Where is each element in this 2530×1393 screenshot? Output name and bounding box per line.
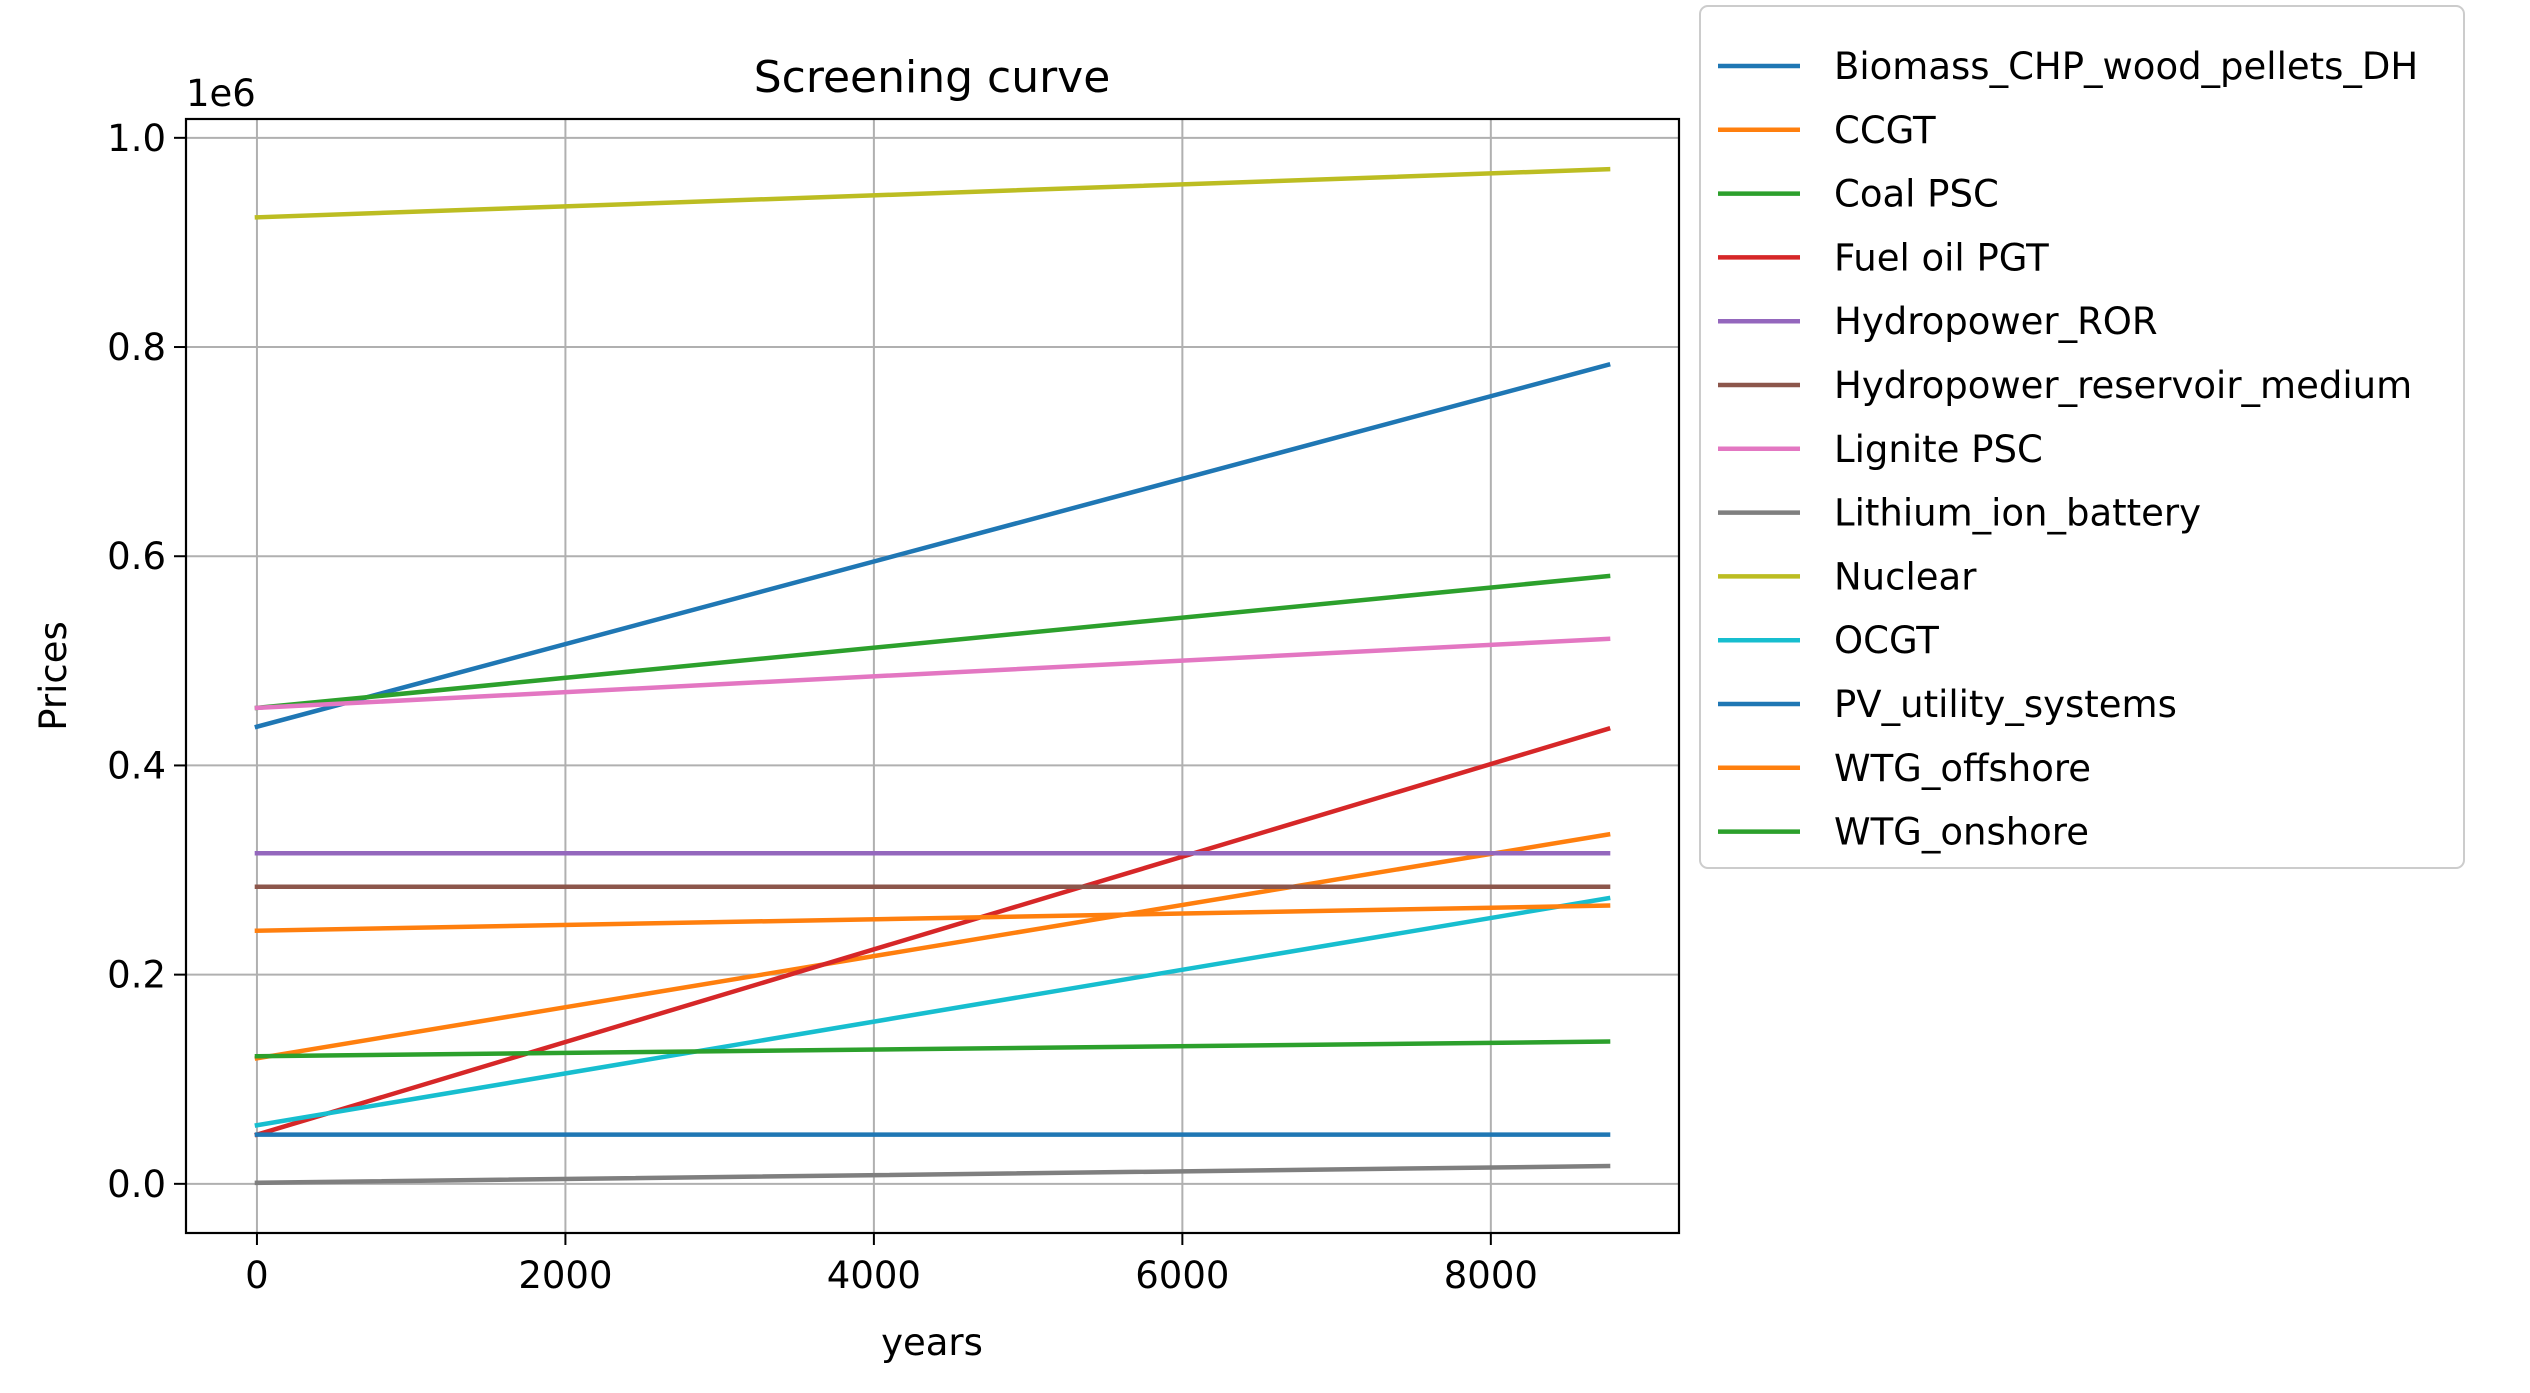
- legend-label: Hydropower_reservoir_medium: [1834, 364, 2412, 407]
- x-axis-label: years: [881, 1321, 983, 1364]
- legend-label: WTG_onshore: [1834, 811, 2089, 854]
- legend-label: WTG_offshore: [1834, 747, 2091, 790]
- legend-label: Fuel oil PGT: [1834, 236, 2049, 279]
- series-line: [254, 166, 1611, 220]
- series-line: [254, 1039, 1611, 1059]
- legend-label: OCGT: [1834, 619, 1939, 662]
- legend: Biomass_CHP_wood_pellets_DH CCGT Coal PSC F…: [1699, 5, 2465, 869]
- series-line: [254, 573, 1611, 711]
- x-tick-label: 6000: [1135, 1254, 1229, 1297]
- plot-frame: [184, 117, 1681, 1235]
- y-tick-label: 0.4: [107, 744, 166, 787]
- series-line: [254, 1163, 1611, 1186]
- x-tick-label: 4000: [827, 1254, 921, 1297]
- x-tick-label: 0: [245, 1254, 269, 1297]
- y-tick-label: 0.2: [107, 954, 166, 997]
- legend-frame: [1699, 5, 2465, 869]
- y-axis-ticks: 0.0 0.2 0.4 0.6 0.8 1.0: [107, 117, 186, 1206]
- y-tick-label: 1.0: [107, 117, 166, 160]
- x-tick-label: 2000: [518, 1254, 612, 1297]
- x-tick-label: 8000: [1444, 1254, 1538, 1297]
- legend-label: Coal PSC: [1834, 173, 1999, 216]
- series-line: [254, 895, 1611, 1128]
- legend-label: Biomass_CHP_wood_pellets_DH: [1834, 45, 2418, 88]
- series-line: [254, 636, 1611, 711]
- series-lines: [254, 166, 1611, 1186]
- legend-label: CCGT: [1834, 109, 1936, 152]
- y-tick-label: 0.8: [107, 326, 166, 369]
- series-line: [254, 831, 1611, 1061]
- series-line: [254, 362, 1611, 730]
- x-axis-ticks: 0 2000 4000 6000 8000: [245, 1233, 1538, 1297]
- chart-title: Screening curve: [754, 52, 1111, 103]
- y-axis-offset-label: 1e6: [186, 72, 256, 115]
- y-tick-label: 0.0: [107, 1163, 166, 1206]
- legend-label: Lithium_ion_battery: [1834, 492, 2201, 535]
- legend-label: Hydropower_ROR: [1834, 300, 2158, 343]
- legend-label: PV_utility_systems: [1834, 683, 2177, 726]
- legend-label: Nuclear: [1834, 555, 1977, 598]
- legend-items: Biomass_CHP_wood_pellets_DH CCGT Coal PSC F…: [1718, 45, 2418, 854]
- series-line: [254, 726, 1611, 1138]
- series-line: [254, 903, 1611, 933]
- y-axis-label: Prices: [32, 621, 75, 731]
- y-tick-label: 0.6: [107, 535, 166, 578]
- legend-label: Lignite PSC: [1834, 428, 2043, 471]
